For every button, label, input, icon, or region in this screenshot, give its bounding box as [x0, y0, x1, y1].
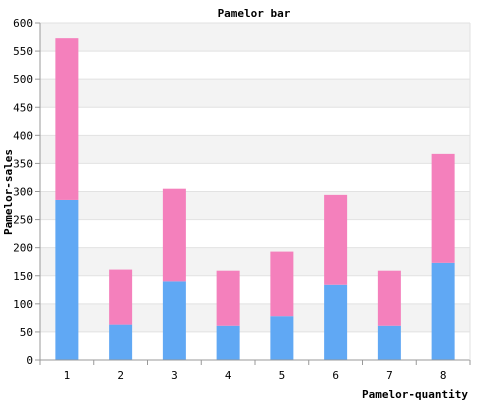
- grid-band: [40, 51, 470, 80]
- grid-band: [40, 219, 470, 248]
- grid-band: [40, 303, 470, 332]
- bar-segment-s2-cat7: [377, 270, 401, 326]
- y-tick-label: 150: [13, 270, 33, 283]
- grid-band: [40, 107, 470, 136]
- bar-segment-s2-cat8: [431, 153, 455, 263]
- chart-title: Pamelor bar: [218, 7, 291, 20]
- y-tick-label: 0: [26, 354, 33, 367]
- x-axis-title: Pamelor-quantity: [362, 388, 468, 400]
- y-tick-label: 200: [13, 242, 33, 255]
- bar-segment-s2-cat1: [55, 38, 79, 200]
- y-tick-label: 300: [13, 186, 33, 199]
- bar-segment-s1-cat3: [162, 281, 186, 360]
- bar-segment-s1-cat4: [216, 325, 240, 360]
- bar-segment-s2-cat6: [324, 194, 348, 285]
- y-tick-labels: 0 50 100 150 200 250 300 350 400 450 500 550 600: [13, 17, 33, 367]
- x-tick-label: 5: [279, 369, 286, 382]
- y-tick-label: 550: [13, 45, 33, 58]
- bar-segment-s2-cat3: [162, 188, 186, 282]
- axes: [35, 22, 471, 365]
- x-tick-label: 8: [440, 369, 447, 382]
- bar-segment-s2-cat5: [270, 251, 294, 317]
- bar-segment-s1-cat5: [270, 316, 294, 360]
- grid-band: [40, 247, 470, 276]
- bar-segment-s1-cat7: [377, 325, 401, 360]
- grid-band: [40, 275, 470, 304]
- grid-band: [40, 191, 470, 220]
- grid-band: [40, 23, 470, 52]
- x-tick-label: 3: [171, 369, 178, 382]
- y-tick-label: 250: [13, 214, 33, 227]
- bar-segment-s1-cat8: [431, 262, 455, 360]
- grid-band: [40, 331, 470, 360]
- x-tick-label: 2: [117, 369, 124, 382]
- bar-segment-s2-cat2: [109, 269, 133, 325]
- y-tick-label: 400: [13, 129, 33, 142]
- grid-band: [40, 135, 470, 164]
- y-tick-label: 600: [13, 17, 33, 30]
- grid-band: [40, 163, 470, 192]
- bar-segment-s1-cat6: [324, 284, 348, 360]
- x-tick-label: 6: [332, 369, 339, 382]
- y-tick-label: 100: [13, 298, 33, 311]
- bar-segment-s1-cat1: [55, 199, 79, 360]
- y-tick-label: 450: [13, 101, 33, 114]
- y-tick-label: 50: [20, 326, 33, 339]
- x-tick-label: 1: [64, 369, 71, 382]
- bar-segment-s1-cat2: [109, 324, 133, 360]
- bars: [55, 38, 455, 360]
- bar-segment-s2-cat4: [216, 270, 240, 326]
- y-axis-title: Pamelor-sales: [2, 149, 15, 235]
- y-tick-label: 500: [13, 73, 33, 86]
- y-tick-label: 350: [13, 157, 33, 170]
- x-tick-label: 4: [225, 369, 232, 382]
- x-tick-labels: 1 2 3 4 5 6 7 8: [64, 369, 447, 382]
- x-tick-label: 7: [386, 369, 393, 382]
- grid-band: [40, 79, 470, 108]
